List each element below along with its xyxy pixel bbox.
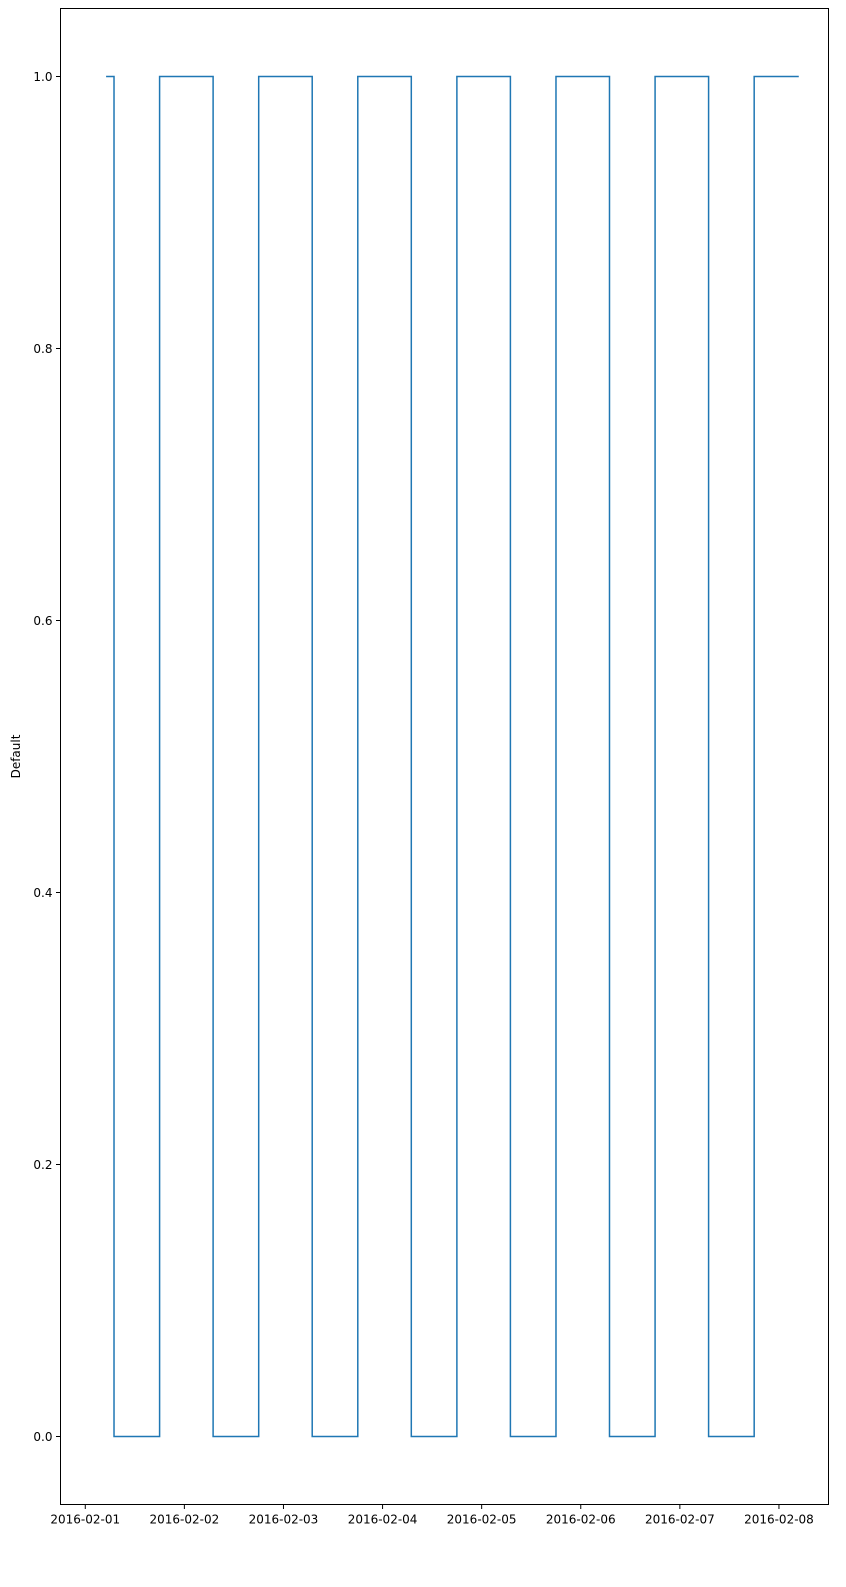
x-tick-label: 2016-02-07: [645, 1513, 715, 1527]
y-tick-label: 0.4: [33, 886, 52, 900]
series-line-0: [106, 75, 799, 1438]
x-tick-label: 2016-02-04: [348, 1513, 418, 1527]
y-tick-label: 0.8: [33, 342, 52, 356]
axes: 2016-02-01 2016-02-02 2016-02-03 2016-02-04…: [33, 8, 829, 1527]
y-tick-label: 0.0: [33, 1430, 52, 1444]
x-tick-label: 2016-02-01: [50, 1513, 120, 1527]
plot-marks: [106, 75, 799, 1438]
y-axis-label: Default: [9, 734, 23, 778]
x-tick-label: 2016-02-08: [744, 1513, 814, 1527]
x-tick-label: 2016-02-02: [149, 1513, 219, 1527]
y-tick-label: 1.0: [33, 70, 52, 84]
x-tick-label: 2016-02-05: [447, 1513, 517, 1527]
x-tick-label: 2016-02-06: [546, 1513, 616, 1527]
y-tick-label: 0.2: [33, 1158, 52, 1172]
y-tick-label: 0.6: [33, 614, 52, 628]
x-tick-label: 2016-02-03: [249, 1513, 319, 1527]
plot-frame: [60, 8, 829, 1505]
